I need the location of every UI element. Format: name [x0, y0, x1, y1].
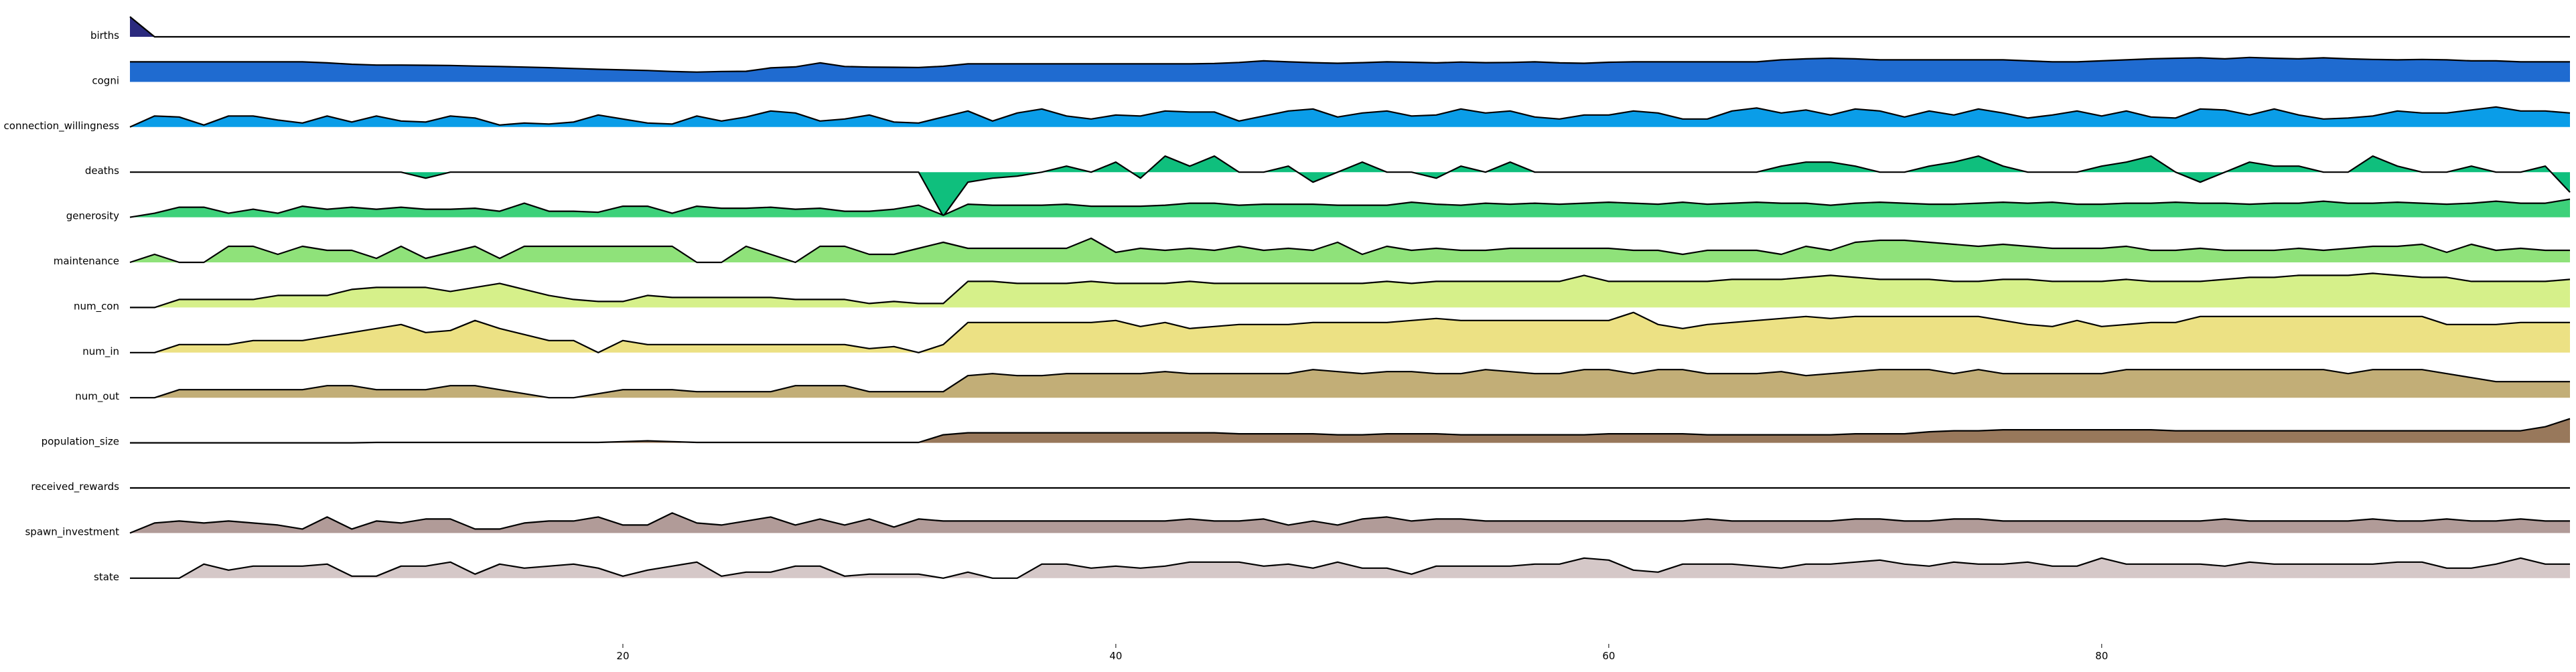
row-label-received_rewards: received_rewards: [31, 481, 119, 493]
row-label-state: state: [94, 571, 119, 583]
row-label-num_out: num_out: [75, 390, 119, 403]
row-label-population_size: population_size: [42, 436, 119, 448]
row-label-maintenance: maintenance: [54, 255, 119, 267]
ridge-area-num_out: [130, 369, 2570, 398]
ridge-area-maintenance: [130, 238, 2570, 262]
row-label-num_con: num_con: [74, 300, 119, 313]
ridge-line-generosity: [129, 198, 2571, 218]
ridge-area-num_con: [130, 273, 2570, 308]
ridge-line-spawn_investment: [129, 512, 2570, 534]
ridge-area-num_in: [130, 312, 2570, 353]
ridge-area-generosity: [130, 199, 2570, 218]
ridge-line-deaths: [130, 155, 2571, 218]
ridge-line-population_size: [130, 418, 2571, 444]
x-tick-label-60: 60: [1602, 650, 1615, 662]
row-label-spawn_investment: spawn_investment: [25, 525, 119, 538]
row-label-births: births: [90, 29, 119, 41]
ridge-line-births: [129, 16, 2570, 38]
ridge-line-cogni: [130, 56, 2570, 73]
ridge-area-spawn_investment: [130, 513, 2570, 533]
ridge-area-births: [130, 17, 2570, 37]
x-tick-label-80: 80: [2095, 650, 2108, 662]
ridge-area-cogni: [130, 57, 2570, 82]
ridge-line-num_con: [130, 272, 2571, 309]
x-tick-label-40: 40: [1109, 650, 1122, 662]
ridge-area-connection_willingness: [130, 106, 2570, 127]
row-label-connection_willingness: connection_willingness: [4, 120, 120, 133]
x-tick-label-20: 20: [616, 650, 629, 662]
ridge-area-deaths: [130, 156, 2570, 217]
row-label-cogni: cogni: [92, 74, 119, 86]
ridge-line-num_out: [130, 369, 2570, 399]
ridge-area-state: [130, 558, 2570, 578]
ridge-line-state: [130, 557, 2570, 579]
ridge-line-connection_willingness: [129, 106, 2571, 128]
ridge-area-population_size: [130, 418, 2570, 443]
ridge-line-maintenance: [129, 237, 2570, 264]
row-label-num_in: num_in: [82, 345, 119, 358]
row-label-deaths: deaths: [85, 165, 119, 177]
row-label-generosity: generosity: [66, 210, 119, 222]
ridge-line-num_in: [130, 311, 2570, 353]
